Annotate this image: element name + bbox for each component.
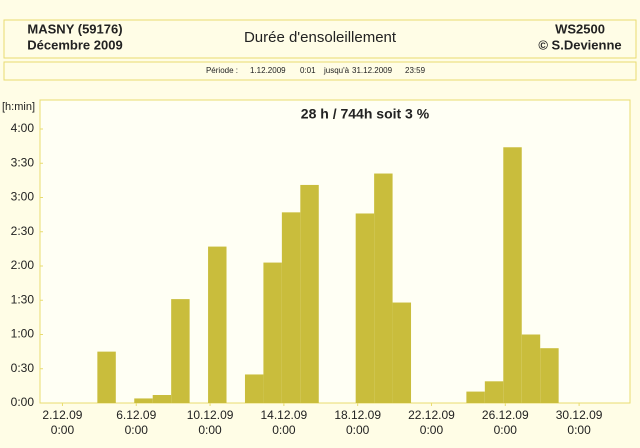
y-tick-label: 0:00	[11, 395, 35, 409]
x-tick-time: 0:00	[125, 423, 149, 437]
bar	[392, 302, 412, 403]
y-tick-label: 3:30	[11, 155, 35, 169]
y-tick-label: 1:00	[11, 327, 35, 341]
device: WS2500	[555, 21, 605, 36]
until: jusqu'à	[323, 66, 350, 75]
x-tick-label: 6.12.09	[116, 408, 156, 422]
x-tick-label: 14.12.09	[261, 408, 308, 422]
y-tick-label: 0:30	[11, 361, 35, 375]
period-label: Période :	[206, 66, 238, 75]
bar	[466, 391, 485, 403]
x-tick-label: 2.12.09	[42, 408, 82, 422]
bar	[152, 395, 172, 403]
y-tick-label: 2:00	[11, 258, 35, 272]
bar	[134, 398, 153, 403]
bar	[540, 348, 559, 403]
bar	[244, 374, 264, 403]
author: © S.Devienne	[538, 37, 621, 52]
x-tick-time: 0:00	[272, 423, 296, 437]
month: Décembre 2009	[27, 37, 122, 52]
bar	[300, 184, 319, 403]
bar	[281, 212, 301, 403]
y-tick-label: 3:00	[11, 190, 35, 204]
x-tick-time: 0:00	[420, 423, 444, 437]
bar	[374, 173, 393, 403]
bar	[503, 147, 522, 403]
bar	[355, 213, 375, 403]
x-tick-label: 22.12.09	[408, 408, 455, 422]
end-time: 23:59	[405, 66, 426, 75]
x-tick-time: 0:00	[567, 423, 591, 437]
y-tick-label: 4:00	[11, 121, 35, 135]
x-tick-time: 0:00	[51, 423, 75, 437]
x-tick-time: 0:00	[494, 423, 518, 437]
x-tick-time: 0:00	[346, 423, 370, 437]
bar	[208, 246, 227, 403]
y-axis-label: [h:min]	[2, 101, 35, 113]
chart-title: Durée d'ensoleillement	[244, 29, 397, 46]
start-date: 1.12.2009	[250, 66, 286, 75]
bar	[97, 351, 116, 403]
bar	[484, 381, 504, 403]
bar	[171, 299, 190, 403]
end-date: 31.12.2009	[352, 66, 393, 75]
y-tick-label: 2:30	[11, 224, 35, 238]
x-tick-label: 10.12.09	[187, 408, 234, 422]
x-tick-label: 30.12.09	[556, 408, 603, 422]
period-box	[3, 61, 637, 81]
bar	[521, 334, 541, 403]
annotation: 28 h / 744h soit 3 %	[301, 106, 430, 122]
x-tick-label: 18.12.09	[334, 408, 381, 422]
x-tick-label: 26.12.09	[482, 408, 529, 422]
start-time: 0:01	[300, 66, 316, 75]
x-tick-time: 0:00	[198, 423, 222, 437]
station: MASNY (59176)	[27, 21, 122, 36]
bar	[263, 262, 282, 403]
header-box	[3, 19, 637, 59]
y-tick-label: 1:30	[11, 292, 35, 306]
